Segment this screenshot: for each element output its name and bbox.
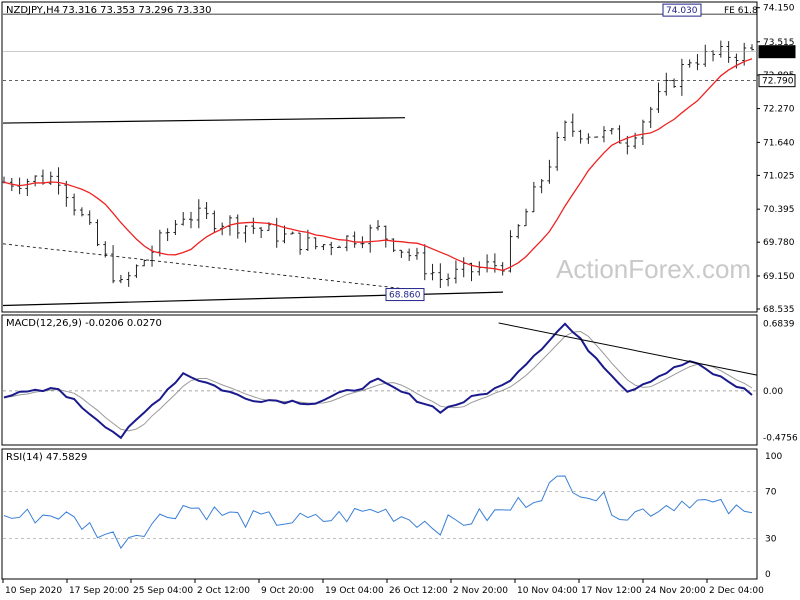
x-tick-label: 2 Nov 20:00: [453, 586, 508, 596]
rsi-y-tick-label: 70: [765, 487, 777, 497]
price-ohlc-header: 73.316 73.353 73.296 73.330: [62, 5, 212, 16]
price-axis-marker-label: 73.330: [762, 48, 794, 58]
axis-layer: 74.15073.51572.89572.27071.64071.02570.3…: [2, 4, 798, 596]
fe-label: FE 61.8: [724, 6, 758, 16]
low-label: 68.860: [389, 291, 421, 301]
macd-y-tick-label: 0.6839: [763, 320, 795, 330]
price-axis-marker: [758, 74, 796, 88]
price-y-tick-label: 71.640: [763, 138, 795, 148]
rsi-title: RSI(14) 47.5829: [6, 452, 87, 463]
low-label-box: [385, 288, 425, 302]
macd-signal-line: [3, 331, 753, 432]
x-tick-label: 9 Oct 20:00: [261, 586, 314, 596]
price-y-tick-label: 68.535: [763, 305, 795, 315]
rsi-y-tick-label: 30: [765, 535, 777, 545]
price-moving-average-line: [3, 58, 753, 272]
macd-line: [3, 322, 753, 440]
x-tick-label: 25 Sep 04:00: [133, 586, 193, 596]
price-chart-title: NZDJPY,H4: [6, 5, 60, 16]
rsi-y-tick-label: 0: [765, 570, 771, 580]
x-tick-label: 2 Dec 04:00: [709, 586, 764, 596]
upper-trendline: [2, 117, 406, 124]
rsi-line: [3, 475, 753, 550]
rsi-panel: [1, 448, 758, 580]
watermark: ActionForex.com: [556, 254, 751, 284]
macd-y-tick-label: 0.00: [763, 387, 783, 397]
rsi-layer: [3, 475, 757, 550]
dotted-trendline: [2, 243, 411, 290]
rsi-y-tick-label: 100: [765, 452, 782, 462]
price-y-tick-label: 72.270: [763, 105, 795, 115]
high-label-box: [662, 3, 702, 17]
macd-y-tick-label: -0.4756: [763, 434, 798, 444]
x-tick-label: 17 Nov 12:00: [581, 586, 642, 596]
x-tick-label: 26 Oct 12:00: [389, 586, 448, 596]
macd-layer: [3, 322, 758, 440]
price-panel: [1, 1, 758, 313]
x-tick-label: 17 Sep 20:00: [69, 586, 129, 596]
price-y-tick-label: 70.395: [763, 205, 795, 215]
macd-trendline: [498, 322, 758, 376]
x-tick-label: 2 Oct 12:00: [197, 586, 250, 596]
price-y-tick-label: 71.025: [763, 171, 795, 181]
x-tick-label: 10 Nov 04:00: [517, 586, 578, 596]
x-tick-label: 24 Nov 20:00: [645, 586, 706, 596]
macd-title: MACD(12,26,9) -0.0206 0.0270: [6, 318, 162, 329]
x-tick-label: 19 Oct 04:00: [325, 586, 384, 596]
price-axis-marker-label: 72.790: [762, 77, 794, 87]
price-axis-marker: [758, 45, 796, 59]
price-y-tick-label: 69.780: [763, 238, 795, 248]
x-tick-label: 10 Sep 2020: [5, 586, 62, 596]
price-layer: 74.030 FE 61.8 68.860: [2, 3, 758, 307]
price-y-tick-label: 69.150: [763, 272, 795, 282]
high-label: 74.030: [666, 6, 698, 16]
price-y-tick-label: 73.515: [763, 38, 795, 48]
price-y-tick-label: 74.150: [763, 4, 795, 14]
